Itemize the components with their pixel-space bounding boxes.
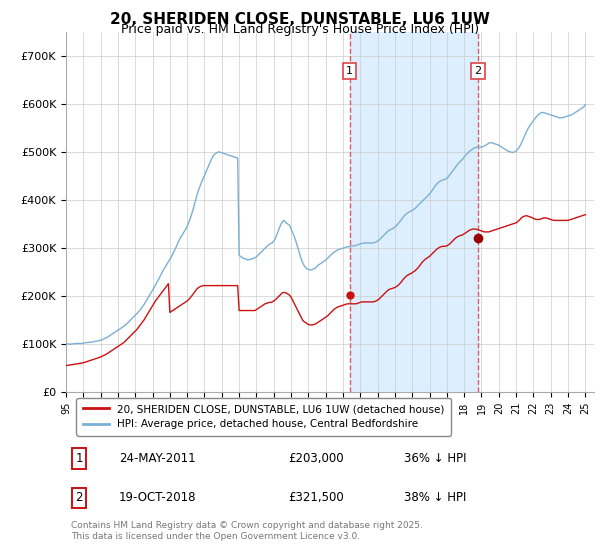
- Text: 2: 2: [76, 491, 83, 504]
- Text: 1: 1: [76, 452, 83, 465]
- Text: 19-OCT-2018: 19-OCT-2018: [119, 491, 196, 504]
- Text: £321,500: £321,500: [288, 491, 344, 504]
- Text: 24-MAY-2011: 24-MAY-2011: [119, 452, 196, 465]
- Text: £203,000: £203,000: [288, 452, 343, 465]
- Legend: 20, SHERIDEN CLOSE, DUNSTABLE, LU6 1UW (detached house), HPI: Average price, det: 20, SHERIDEN CLOSE, DUNSTABLE, LU6 1UW (…: [76, 398, 451, 436]
- Bar: [350, 32, 478, 392]
- Text: 38% ↓ HPI: 38% ↓ HPI: [404, 491, 466, 504]
- Text: 1: 1: [346, 66, 353, 76]
- Text: 2: 2: [475, 66, 482, 76]
- Text: 20, SHERIDEN CLOSE, DUNSTABLE, LU6 1UW: 20, SHERIDEN CLOSE, DUNSTABLE, LU6 1UW: [110, 12, 490, 27]
- Text: Contains HM Land Registry data © Crown copyright and database right 2025.
This d: Contains HM Land Registry data © Crown c…: [71, 521, 423, 541]
- Text: 36% ↓ HPI: 36% ↓ HPI: [404, 452, 466, 465]
- Text: Price paid vs. HM Land Registry's House Price Index (HPI): Price paid vs. HM Land Registry's House …: [121, 22, 479, 36]
